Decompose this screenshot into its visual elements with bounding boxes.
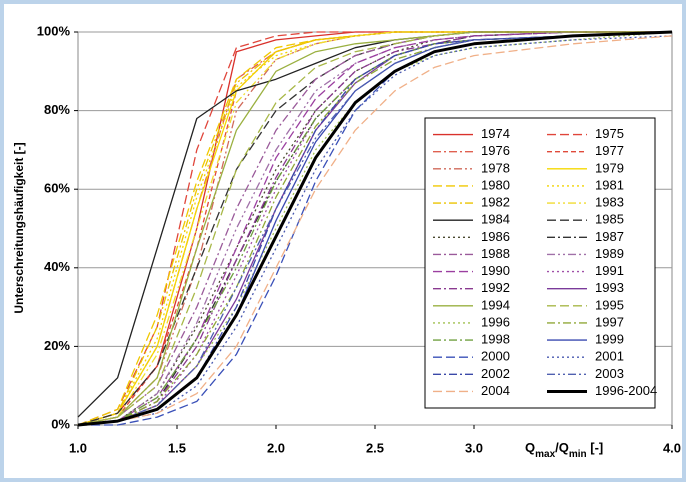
x-label-part: Q [525, 440, 535, 455]
legend-label: 1986 [481, 229, 510, 244]
y-tick-label: 0% [51, 416, 70, 431]
y-axis-label: Unterschreitungshäufigkeit [-] [12, 142, 26, 313]
legend-label: 2002 [481, 366, 510, 381]
series-line [77, 31, 673, 426]
y-tick-label: 100% [37, 23, 71, 38]
legend-label: 1991 [595, 263, 624, 278]
legend-label: 1993 [595, 280, 624, 295]
legend-label: 1985 [595, 212, 624, 227]
legend-label: 1990 [481, 263, 510, 278]
x-axis-label: Qmax/Qmin [-] [525, 440, 603, 460]
series-line [77, 31, 672, 426]
legend-label: 1998 [481, 332, 510, 347]
legend-label: 1984 [481, 212, 510, 227]
x-tick-label: 1.5 [168, 440, 186, 455]
legend-label: 1997 [595, 314, 624, 329]
x-tick-label: 3.0 [465, 440, 483, 455]
x-label-part: [-] [587, 440, 604, 455]
series-line [77, 31, 672, 426]
series-line [77, 35, 673, 426]
legend-label: 1981 [595, 177, 624, 192]
legend-label: 1978 [481, 160, 510, 175]
legend-label: 1989 [595, 246, 624, 261]
series-line [77, 31, 672, 426]
y-tick-label: 60% [44, 181, 70, 196]
legend-label: 1988 [481, 246, 510, 261]
legend-label: 2001 [595, 349, 624, 364]
x-label-part: /Q [555, 440, 569, 455]
legend-box [424, 117, 656, 409]
series-line [77, 31, 673, 426]
legend-label: 1982 [481, 195, 510, 210]
legend-label: 1983 [595, 195, 624, 210]
legend-label: 1992 [481, 280, 510, 295]
x-tick-label: 4.0 [663, 440, 681, 455]
legend-label: 1994 [481, 297, 510, 312]
legend-label: 1996-2004 [595, 383, 657, 398]
legend-label: 1987 [595, 229, 624, 244]
y-tick-label: 40% [44, 259, 70, 274]
legend-label: 1975 [595, 126, 624, 141]
series-line [77, 30, 673, 427]
legend-label: 1980 [481, 177, 510, 192]
x-tick-label: 1.0 [69, 440, 87, 455]
legend-label: 2004 [481, 383, 510, 398]
legend-label: 2000 [481, 349, 510, 364]
legend-label: 1977 [595, 143, 624, 158]
legend-label: 1976 [481, 143, 510, 158]
series-line [77, 31, 673, 426]
legend-label: 1999 [595, 332, 624, 347]
x-tick-label: 2.0 [267, 440, 285, 455]
legend-label: 1996 [481, 314, 510, 329]
legend-label: 2003 [595, 366, 624, 381]
y-tick-label: 80% [44, 102, 70, 117]
series-line [77, 31, 673, 426]
legend-label: 1974 [481, 126, 510, 141]
x-label-subscript: min [569, 449, 587, 460]
legend-label: 1995 [595, 297, 624, 312]
x-label-subscript: max [535, 449, 555, 460]
y-tick-label: 20% [44, 338, 70, 353]
x-tick-label: 2.5 [366, 440, 384, 455]
series-line [77, 31, 672, 426]
legend-label: 1979 [595, 160, 624, 175]
series-line [78, 31, 673, 426]
